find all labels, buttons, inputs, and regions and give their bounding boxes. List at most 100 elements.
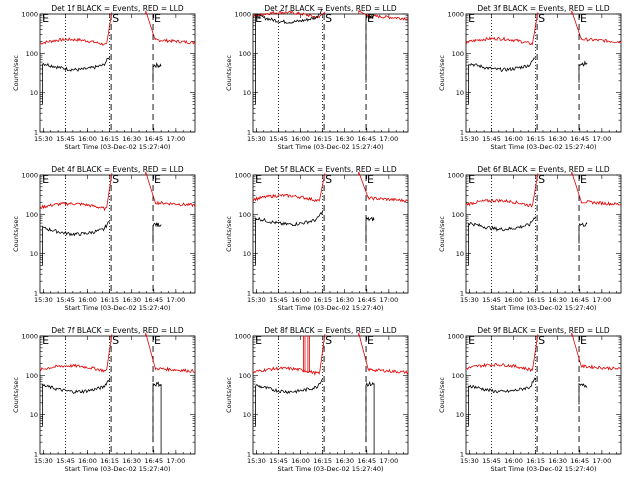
y-tick-label: 100 (452, 50, 464, 58)
lld-series-line (465, 173, 539, 208)
x-tick-label: 16:15 (100, 135, 119, 143)
plot-frame (252, 13, 409, 133)
marker-e: E (255, 12, 262, 25)
x-tick-label: 15:30 (460, 296, 479, 304)
x-tick-label: 16:45 (570, 457, 589, 465)
events-series-line (152, 381, 162, 454)
lld-series-line (39, 173, 113, 212)
y-tick-label: 100 (239, 372, 251, 380)
x-tick-label: 16:45 (144, 135, 163, 143)
x-tick-label: 15:45 (56, 135, 75, 143)
x-tick-label: 16:00 (78, 457, 97, 465)
x-axis-label: Start Time (03-Dec-02 15:27:40) (64, 465, 170, 473)
marker-s: S (112, 334, 119, 347)
x-tick-label: 17:00 (166, 296, 185, 304)
events-series-line (468, 57, 537, 105)
events-series-line (365, 380, 375, 454)
x-tick-label: 16:30 (122, 135, 141, 143)
y-axis-label: Counts/sec (225, 216, 233, 252)
y-tick-label: 1000 (234, 172, 251, 180)
panel-title: Det 9f BLACK = Events, RED = LLD (477, 326, 610, 335)
y-tick-label: 100 (26, 372, 38, 380)
y-axis-label: Counts/sec (12, 377, 20, 413)
x-tick-label: 15:45 (269, 135, 288, 143)
x-tick-label: 16:45 (357, 135, 376, 143)
x-tick-label: 15:45 (269, 457, 288, 465)
x-tick-label: 16:30 (122, 296, 141, 304)
x-tick-label: 16:15 (526, 296, 545, 304)
plot-frame (39, 13, 196, 133)
marker-s: S (112, 173, 119, 186)
events-series-line (365, 14, 375, 83)
events-series-line (578, 382, 588, 405)
events-series-line (578, 222, 588, 244)
x-tick-label: 15:30 (34, 296, 53, 304)
lld-series-line (145, 332, 195, 373)
y-tick-label: 10 (30, 411, 38, 419)
x-tick-label: 16:00 (291, 135, 310, 143)
events-series-line (468, 216, 537, 266)
marker-s: S (325, 12, 332, 25)
panel-title: Det 6f BLACK = Events, RED = LLD (477, 165, 610, 174)
y-tick-label: 1 (460, 129, 464, 137)
x-tick-label: 16:15 (313, 135, 332, 143)
plot-frame (252, 174, 409, 294)
x-axis-label: Start Time (03-Dec-02 15:27:40) (277, 465, 383, 473)
y-tick-label: 1 (34, 129, 38, 137)
x-tick-label: 16:45 (357, 457, 376, 465)
x-tick-label: 17:00 (379, 296, 398, 304)
plot-frame (252, 335, 409, 455)
panel-title: Det 5f BLACK = Events, RED = LLD (264, 165, 397, 174)
events-series-line (152, 61, 162, 83)
x-tick-label: 16:45 (570, 296, 589, 304)
plot-frame (465, 335, 622, 455)
y-tick-label: 1000 (21, 333, 38, 341)
panel-title: Det 2f BLACK = Events, RED = LLD (264, 4, 397, 13)
panel-4: Det 4f BLACK = Events, RED = LLD 1 10 100 10… (12, 165, 196, 312)
x-tick-label: 15:45 (56, 296, 75, 304)
marker-e: E (468, 334, 475, 347)
lld-series-line (39, 12, 113, 46)
x-tick-label: 17:00 (592, 296, 611, 304)
x-tick-label: 15:30 (34, 457, 53, 465)
y-axis-label: Counts/sec (225, 55, 233, 91)
y-tick-label: 1000 (234, 333, 251, 341)
panel-title: Det 4f BLACK = Events, RED = LLD (51, 165, 184, 174)
x-tick-label: 15:45 (482, 135, 501, 143)
x-tick-label: 16:00 (504, 135, 523, 143)
x-tick-label: 16:30 (122, 457, 141, 465)
x-axis-label: Start Time (03-Dec-02 15:27:40) (490, 143, 596, 151)
x-tick-label: 15:45 (269, 296, 288, 304)
marker-e: E (154, 334, 161, 347)
y-tick-label: 1 (460, 451, 464, 459)
lld-series-line (465, 334, 539, 373)
x-tick-label: 16:30 (548, 457, 567, 465)
panel-3: Det 3f BLACK = Events, RED = LLD 1 10 100 10… (438, 4, 622, 151)
marker-e: E (468, 12, 475, 25)
plot-frame (465, 13, 622, 133)
y-tick-label: 10 (243, 89, 251, 97)
y-axis-label: Counts/sec (438, 377, 446, 413)
x-tick-label: 16:15 (313, 457, 332, 465)
marker-e: E (154, 173, 161, 186)
lld-series-line (252, 173, 326, 203)
y-tick-label: 1000 (234, 11, 251, 19)
y-axis-label: Counts/sec (225, 377, 233, 413)
marker-e: E (580, 12, 587, 25)
panel-1: Det 1f BLACK = Events, RED = LLD 1 10 100 10… (12, 4, 196, 151)
marker-e: E (255, 334, 262, 347)
marker-s: S (538, 334, 545, 347)
lld-series-line (252, 334, 326, 376)
x-tick-label: 15:45 (482, 457, 501, 465)
x-tick-label: 16:45 (570, 135, 589, 143)
y-tick-label: 1 (34, 451, 38, 459)
panel-2: Det 2f BLACK = Events, RED = LLD 1 10 100 10… (225, 4, 409, 151)
y-axis-label: Counts/sec (12, 55, 20, 91)
x-tick-label: 17:00 (379, 457, 398, 465)
panel-title: Det 1f BLACK = Events, RED = LLD (51, 4, 184, 13)
marker-e: E (42, 12, 49, 25)
y-tick-label: 1 (247, 451, 251, 459)
y-tick-label: 1000 (21, 11, 38, 19)
marker-s: S (325, 173, 332, 186)
